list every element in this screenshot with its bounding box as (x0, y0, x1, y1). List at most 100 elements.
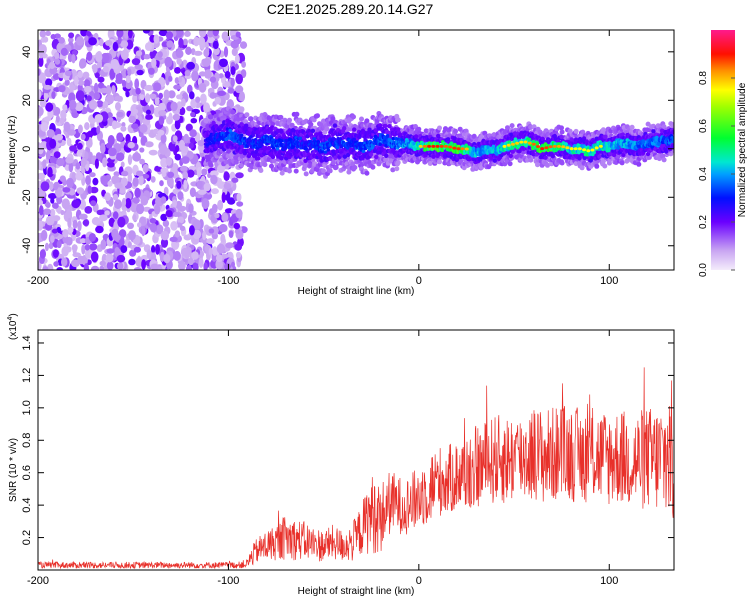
noise-blob (125, 191, 132, 201)
noise-blob (239, 91, 245, 102)
noise-blob (142, 30, 150, 34)
noise-blob (207, 30, 214, 38)
signal-blob (291, 144, 296, 149)
noise-blob (214, 213, 220, 219)
noise-blob (38, 72, 46, 84)
noise-blob (202, 231, 207, 241)
noise-blob (144, 84, 154, 92)
signal-blob (243, 119, 249, 125)
noise-blob (132, 197, 140, 204)
noise-blob (177, 191, 184, 201)
signal-blob (414, 134, 419, 139)
noise-blob (63, 121, 71, 132)
noise-blob (160, 213, 168, 222)
noise-blob (196, 180, 203, 190)
noise-blob (60, 209, 65, 216)
noise-blob (94, 158, 99, 169)
noise-blob (98, 38, 104, 47)
noise-blob (79, 238, 87, 244)
noise-blob (180, 165, 188, 172)
noise-blob (75, 102, 84, 112)
noise-blob (200, 237, 208, 243)
signal-blob (573, 128, 579, 134)
signal-blob (436, 133, 441, 139)
noise-blob (168, 112, 173, 124)
noise-blob (128, 230, 136, 241)
noise-blob (216, 243, 226, 254)
noise-blob (114, 95, 123, 102)
noise-blob (94, 114, 104, 123)
noise-blob (158, 102, 167, 112)
noise-blob (208, 247, 213, 256)
noise-blob (88, 37, 97, 46)
noise-blob (134, 78, 140, 90)
signal-blob (584, 139, 589, 144)
noise-blob (105, 94, 115, 105)
noise-blob (214, 96, 222, 105)
noise-blob (59, 117, 65, 125)
signal-blob (416, 126, 422, 132)
signal-blob (507, 161, 513, 167)
noise-blob (170, 101, 178, 112)
noise-blob (189, 129, 197, 138)
noise-blob (125, 90, 130, 98)
noise-blob (99, 265, 104, 270)
noise-blob (52, 73, 60, 80)
noise-blob (146, 109, 151, 115)
noise-blob (155, 244, 160, 255)
noise-blob (43, 84, 52, 90)
noise-blob (38, 68, 41, 76)
noise-blob (61, 198, 70, 210)
noise-blob (89, 186, 99, 194)
noise-blob (79, 60, 85, 69)
noise-blob (166, 101, 173, 112)
noise-blob (106, 248, 115, 254)
noise-blob (66, 177, 74, 188)
noise-blob (144, 141, 154, 148)
noise-blob (141, 259, 147, 270)
noise-blob (40, 122, 49, 132)
signal-blob (272, 126, 278, 131)
noise-blob (120, 40, 129, 48)
noise-blob (93, 82, 99, 94)
noise-blob (48, 242, 54, 249)
signal-blob (364, 118, 370, 124)
noise-blob (190, 111, 196, 118)
noise-blob (217, 164, 225, 174)
signal-blob (505, 125, 510, 131)
signal-blob (508, 153, 513, 159)
signal-blob (629, 124, 635, 130)
signal-blob (378, 123, 383, 128)
noise-blob (100, 87, 109, 94)
noise-blob (131, 58, 141, 66)
noise-blob (90, 200, 97, 207)
signal-blob (230, 109, 236, 115)
noise-blob (181, 156, 190, 164)
noise-blob (75, 36, 85, 46)
signal-blob (457, 126, 463, 132)
signal-blob (661, 157, 667, 163)
signal-blob (391, 136, 396, 141)
noise-blob (45, 150, 51, 160)
noise-blob (132, 152, 142, 162)
noise-blob (188, 142, 194, 149)
noise-blob (221, 192, 226, 203)
signal-blob (543, 155, 548, 160)
noise-blob (45, 215, 55, 226)
noise-blob (127, 30, 133, 39)
noise-blob (158, 116, 165, 125)
noise-blob (120, 245, 128, 254)
signal-blob (249, 135, 253, 139)
noise-blob (127, 141, 135, 149)
signal-blob (303, 171, 309, 177)
noise-blob (43, 36, 49, 43)
signal-blob (333, 164, 339, 170)
noise-blob (176, 180, 182, 189)
noise-blob (107, 135, 115, 146)
noise-blob (58, 85, 66, 93)
noise-blob (106, 161, 115, 168)
noise-blob (89, 243, 98, 251)
noise-blob (102, 65, 109, 73)
noise-blob (105, 253, 114, 263)
noise-blob (189, 225, 195, 236)
